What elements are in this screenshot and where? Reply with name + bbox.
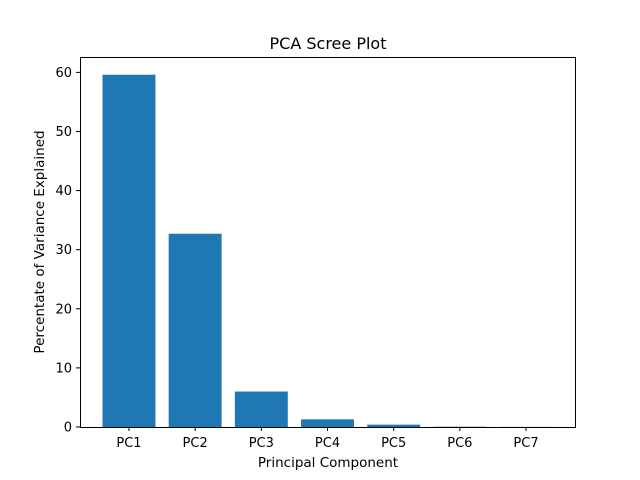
y-tick-label: 60	[55, 66, 72, 81]
x-tick-label: PC2	[183, 436, 208, 451]
y-tick-label: 30	[55, 243, 72, 258]
bar-pc2	[168, 233, 222, 427]
bars-group	[102, 74, 553, 427]
y-tick-label: 0	[64, 421, 72, 436]
y-axis-label: Percentate of Variance Explained	[32, 130, 48, 353]
x-tick-label: PC3	[249, 436, 274, 451]
x-axis-label: Principal Component	[258, 455, 398, 471]
y-tick-label: 10	[55, 361, 72, 376]
y-tick-label: 20	[55, 302, 72, 317]
x-tick-label: PC6	[447, 436, 472, 451]
x-tick-label: PC1	[116, 436, 141, 451]
bar-pc4	[301, 419, 354, 427]
bar-pc3	[234, 391, 288, 427]
x-tick-label: PC5	[381, 436, 406, 451]
y-tick-label: 40	[55, 184, 72, 199]
chart-title: PCA Scree Plot	[270, 34, 387, 53]
bar-pc1	[102, 74, 156, 427]
y-tick-label: 50	[55, 125, 72, 140]
y-axis-ticks: 0 10 20 30 40 50 60	[55, 66, 80, 436]
plot-frame	[80, 57, 576, 428]
x-tick-label: PC4	[315, 436, 340, 451]
bar-pc5	[367, 424, 421, 427]
x-axis-ticks: PC1 PC2 PC3 PC4 PC5 PC6 PC7	[116, 427, 539, 451]
x-tick-label: PC7	[513, 436, 538, 451]
